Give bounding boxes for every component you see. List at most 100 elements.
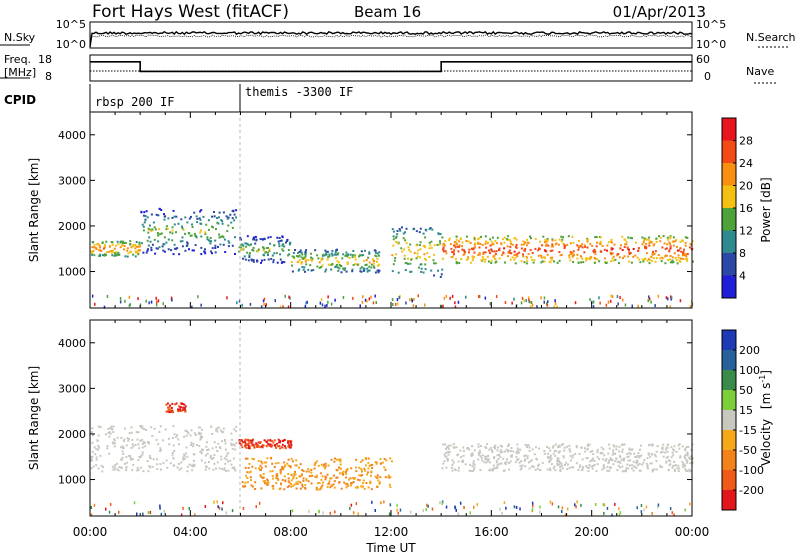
power-noise [513, 297, 515, 301]
power-cell [657, 254, 660, 256]
velocity-cell [555, 450, 557, 453]
velocity-cell [140, 439, 143, 441]
power-cell [91, 246, 94, 249]
power-cell [378, 263, 381, 266]
power-cell [636, 256, 639, 259]
power-cell [671, 240, 674, 243]
power-cell [153, 226, 156, 229]
y-tick-label: 3000 [58, 382, 86, 395]
power-cell [422, 244, 425, 247]
power-cell [171, 232, 174, 235]
velocity-cell [142, 428, 145, 430]
velocity-cell [371, 467, 374, 469]
power-cell [684, 236, 687, 239]
power-cell [468, 251, 470, 254]
power-cell [344, 254, 347, 257]
velocity-cell [240, 439, 243, 442]
velocity-cell [384, 476, 387, 479]
power-cell [558, 259, 561, 262]
velocity-cell [517, 451, 520, 454]
velocity-cell [110, 425, 113, 428]
power-cell [409, 250, 412, 253]
velocity-cell [481, 459, 484, 462]
velocity-cell [462, 450, 465, 452]
power-noise [592, 305, 595, 309]
velocity-cell [182, 456, 185, 459]
velocity-cbar-swatch [722, 410, 736, 431]
velocity-cell [345, 469, 348, 472]
power-cell [135, 241, 138, 243]
velocity-noise [636, 506, 638, 510]
power-cell [154, 252, 157, 255]
power-cell [433, 274, 435, 277]
power-cell [514, 262, 517, 265]
power-cell [99, 246, 101, 249]
power-cell [134, 247, 137, 250]
power-cell [200, 246, 203, 249]
velocity-cell [579, 464, 582, 467]
velocity-cell [260, 487, 263, 490]
power-noise [409, 298, 411, 302]
velocity-cell [316, 460, 319, 463]
velocity-cell [171, 454, 174, 457]
power-cell [513, 254, 516, 256]
power-cell [403, 254, 406, 257]
power-cell [490, 240, 493, 243]
velocity-cell [104, 433, 107, 436]
power-cell [448, 237, 451, 240]
power-cell [370, 263, 373, 266]
power-noise [648, 297, 651, 301]
power-cell [281, 248, 284, 251]
velocity-cell [156, 458, 159, 461]
velocity-cell [98, 446, 101, 449]
power-cell [229, 213, 232, 216]
power-cell [337, 252, 340, 255]
power-cell [453, 253, 455, 256]
power-cell [335, 253, 338, 256]
velocity-cell [288, 481, 291, 484]
velocity-cell [288, 484, 291, 487]
velocity-cell [327, 464, 330, 467]
velocity-cell [277, 462, 280, 464]
velocity-cell [340, 487, 343, 490]
velocity-cell [212, 456, 215, 459]
power-cell [526, 257, 528, 260]
velocity-cell [233, 466, 236, 469]
power-noise [155, 303, 158, 307]
velocity-cell [584, 447, 586, 450]
velocity-cell [623, 470, 626, 473]
velocity-cell [304, 487, 307, 489]
power-cell [538, 248, 541, 250]
power-cell [204, 248, 206, 251]
velocity-cell [307, 480, 310, 483]
power-cell [113, 252, 116, 255]
power-cell [425, 229, 428, 232]
velocity-cell [364, 469, 367, 472]
velocity-cell [151, 435, 154, 438]
power-cell [410, 270, 413, 273]
velocity-cell [116, 468, 119, 471]
power-cell [142, 225, 145, 228]
power-cell [610, 260, 612, 263]
power-cell [537, 254, 540, 257]
velocity-cell [343, 481, 346, 484]
power-cell [685, 255, 688, 258]
velocity-cell [370, 488, 373, 491]
velocity-cell [614, 460, 617, 463]
velocity-cell [289, 441, 292, 444]
velocity-cell [259, 442, 262, 445]
velocity-cbar-label-sup: -1 [758, 375, 767, 383]
power-noise [279, 305, 282, 309]
velocity-cell [501, 450, 504, 453]
power-cell [526, 259, 529, 262]
velocity-cell [142, 441, 145, 443]
power-cell [561, 238, 564, 241]
power-cell [207, 228, 210, 231]
velocity-cell [569, 459, 572, 462]
velocity-cell [249, 470, 252, 473]
power-cell [113, 254, 116, 257]
velocity-cell [128, 454, 130, 457]
velocity-cell [559, 466, 562, 469]
velocity-cell [612, 451, 615, 454]
power-cell [171, 229, 174, 232]
